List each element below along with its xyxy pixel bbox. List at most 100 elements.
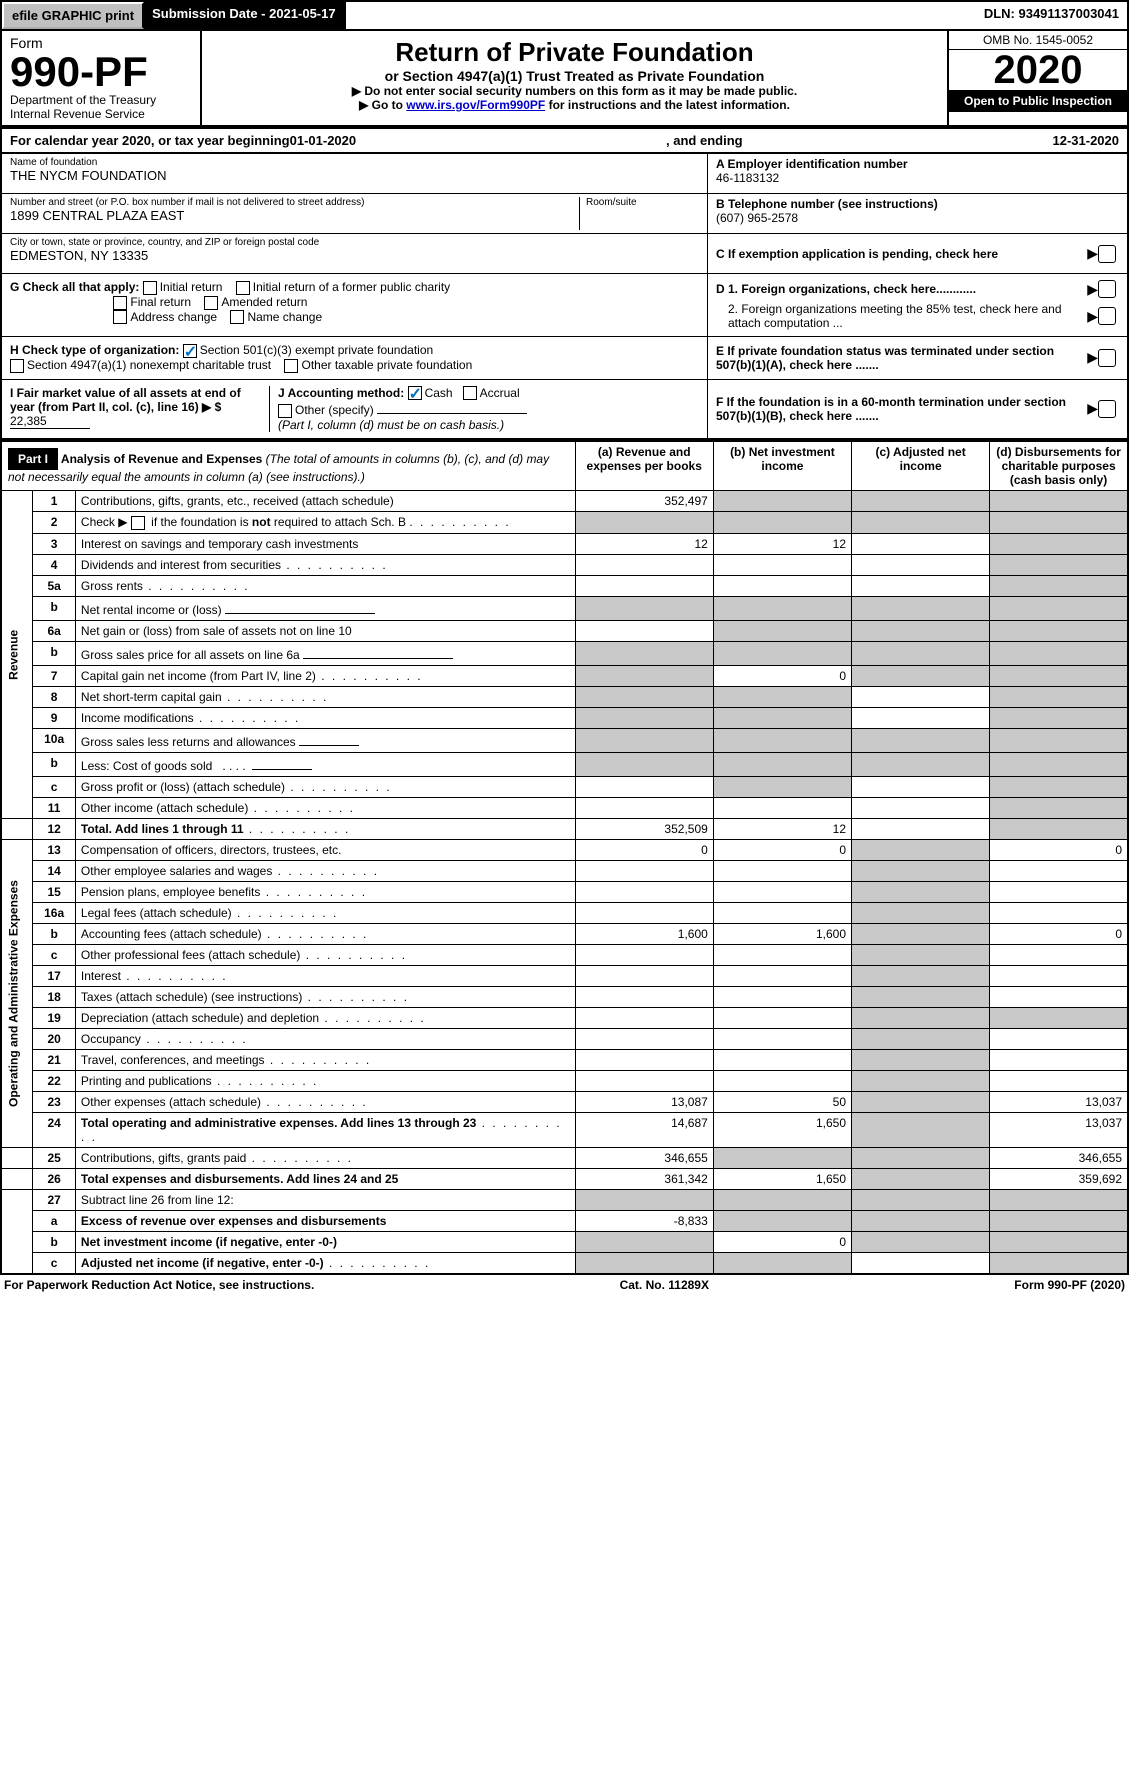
row-num: 26 bbox=[33, 1169, 76, 1190]
cell-a: 346,655 bbox=[575, 1148, 713, 1169]
row-num: c bbox=[33, 1253, 76, 1275]
row-26: 26 Total expenses and disbursements. Add… bbox=[1, 1169, 1128, 1190]
cell-d: 13,037 bbox=[990, 1113, 1128, 1148]
r5b-input[interactable] bbox=[225, 600, 375, 614]
room-label: Room/suite bbox=[586, 197, 699, 208]
row-7: 7 Capital gain net income (from Part IV,… bbox=[1, 666, 1128, 687]
row-num: 9 bbox=[33, 708, 76, 729]
row-13: Operating and Administrative Expenses 13… bbox=[1, 840, 1128, 861]
j-other-input[interactable] bbox=[377, 400, 527, 414]
e-checkbox[interactable] bbox=[1098, 349, 1116, 367]
expenses-side-label: Operating and Administrative Expenses bbox=[1, 840, 33, 1148]
row-desc: Other income (attach schedule) bbox=[75, 798, 575, 819]
row-num: 17 bbox=[33, 966, 76, 987]
row-24: 24 Total operating and administrative ex… bbox=[1, 1113, 1128, 1148]
col-b-header: (b) Net investment income bbox=[713, 441, 851, 491]
i-block: I Fair market value of all assets at end… bbox=[10, 386, 270, 433]
irs-label: Internal Revenue Service bbox=[10, 107, 192, 121]
row-num: 24 bbox=[33, 1113, 76, 1148]
arrow-icon: ▶ bbox=[1087, 400, 1098, 417]
row-num: 8 bbox=[33, 687, 76, 708]
g-initial-former-checkbox[interactable] bbox=[236, 281, 250, 295]
tax-year: 2020 bbox=[949, 50, 1127, 90]
j-accrual-checkbox[interactable] bbox=[463, 386, 477, 400]
e-block: E If private foundation status was termi… bbox=[707, 337, 1127, 379]
d-block: D 1. Foreign organizations, check here..… bbox=[707, 274, 1127, 336]
g-final-checkbox[interactable] bbox=[113, 296, 127, 310]
ein-row: A Employer identification number 46-1183… bbox=[708, 154, 1127, 194]
r6b-input[interactable] bbox=[303, 645, 453, 659]
col-d-header: (d) Disbursements for charitable purpose… bbox=[990, 441, 1128, 491]
calyear-mid: , and ending bbox=[356, 133, 1052, 148]
cell-d bbox=[990, 534, 1128, 555]
ein-label: A Employer identification number bbox=[716, 157, 1119, 171]
row-desc: Adjusted net income (if negative, enter … bbox=[75, 1253, 575, 1275]
cell-a: 352,509 bbox=[575, 819, 713, 840]
row-10c: c Gross profit or (loss) (attach schedul… bbox=[1, 777, 1128, 798]
j-other-checkbox[interactable] bbox=[278, 404, 292, 418]
g-amended-checkbox[interactable] bbox=[204, 296, 218, 310]
phone-row: B Telephone number (see instructions) (6… bbox=[708, 194, 1127, 234]
cell-b: 1,650 bbox=[713, 1169, 851, 1190]
city-row: City or town, state or province, country… bbox=[2, 234, 707, 274]
g-initial-checkbox[interactable] bbox=[143, 281, 157, 295]
row-16c: c Other professional fees (attach schedu… bbox=[1, 945, 1128, 966]
row-desc: Accounting fees (attach schedule) bbox=[75, 924, 575, 945]
row-27a: a Excess of revenue over expenses and di… bbox=[1, 1211, 1128, 1232]
g-block: G Check all that apply: Initial return I… bbox=[2, 274, 707, 336]
address-row: Number and street (or P.O. box number if… bbox=[2, 194, 707, 234]
cell-a: 12 bbox=[575, 534, 713, 555]
row-num: a bbox=[33, 1211, 76, 1232]
col-a-header: (a) Revenue and expenses per books bbox=[575, 441, 713, 491]
addr-label: Number and street (or P.O. box number if… bbox=[10, 197, 579, 208]
j-accrual: Accrual bbox=[480, 386, 520, 400]
form-header: Form 990-PF Department of the Treasury I… bbox=[0, 29, 1129, 129]
cell-a: 13,087 bbox=[575, 1092, 713, 1113]
g-addr: Address change bbox=[130, 310, 217, 324]
r10a-input[interactable] bbox=[299, 732, 359, 746]
cell-b: 12 bbox=[713, 819, 851, 840]
efile-print-button[interactable]: efile GRAPHIC print bbox=[2, 2, 144, 29]
form-id-box: Form 990-PF Department of the Treasury I… bbox=[2, 31, 202, 125]
i-value: 22,385 bbox=[10, 414, 90, 429]
h-4947-checkbox[interactable] bbox=[10, 359, 24, 373]
addr-value: 1899 CENTRAL PLAZA EAST bbox=[10, 208, 579, 223]
row-num: 6a bbox=[33, 621, 76, 642]
f-checkbox[interactable] bbox=[1098, 400, 1116, 418]
form-title-block: Return of Private Foundation or Section … bbox=[202, 31, 947, 125]
r10b-input[interactable] bbox=[252, 756, 312, 770]
g-addr-checkbox[interactable] bbox=[113, 310, 127, 324]
c-checkbox[interactable] bbox=[1098, 245, 1116, 263]
row-num: 5a bbox=[33, 576, 76, 597]
schb-checkbox[interactable] bbox=[131, 516, 145, 530]
h-501c3-checkbox[interactable] bbox=[183, 344, 197, 358]
c-row: C If exemption application is pending, c… bbox=[708, 234, 1127, 274]
row-desc: Travel, conferences, and meetings bbox=[75, 1050, 575, 1071]
ij-f-section: I Fair market value of all assets at end… bbox=[0, 380, 1129, 441]
row-10a: 10a Gross sales less returns and allowan… bbox=[1, 729, 1128, 753]
row-desc: Check ▶ if the foundation is not require… bbox=[75, 512, 575, 534]
row-desc: Net gain or (loss) from sale of assets n… bbox=[75, 621, 575, 642]
cell-d: 13,037 bbox=[990, 1092, 1128, 1113]
row-num: 14 bbox=[33, 861, 76, 882]
row-desc: Contributions, gifts, grants, etc., rece… bbox=[75, 491, 575, 512]
row-num: 1 bbox=[33, 491, 76, 512]
g-initial: Initial return bbox=[160, 280, 223, 294]
row-1: Revenue 1 Contributions, gifts, grants, … bbox=[1, 491, 1128, 512]
row-num: 7 bbox=[33, 666, 76, 687]
foundation-name-row: Name of foundation THE NYCM FOUNDATION bbox=[2, 154, 707, 194]
j-cash-checkbox[interactable] bbox=[408, 386, 422, 400]
d1-checkbox[interactable] bbox=[1098, 280, 1116, 298]
cell-b: 50 bbox=[713, 1092, 851, 1113]
arrow-icon: ▶ bbox=[1087, 349, 1098, 366]
row-27b: b Net investment income (if negative, en… bbox=[1, 1232, 1128, 1253]
cell-b: 0 bbox=[713, 1232, 851, 1253]
g-name-checkbox[interactable] bbox=[230, 310, 244, 324]
irs-link[interactable]: www.irs.gov/Form990PF bbox=[406, 98, 545, 112]
row-desc: Other professional fees (attach schedule… bbox=[75, 945, 575, 966]
h-other-checkbox[interactable] bbox=[284, 359, 298, 373]
arrow-icon: ▶ bbox=[1087, 245, 1098, 262]
d2-checkbox[interactable] bbox=[1098, 307, 1116, 325]
row-5a: 5a Gross rents bbox=[1, 576, 1128, 597]
row-desc: Net rental income or (loss) bbox=[75, 597, 575, 621]
